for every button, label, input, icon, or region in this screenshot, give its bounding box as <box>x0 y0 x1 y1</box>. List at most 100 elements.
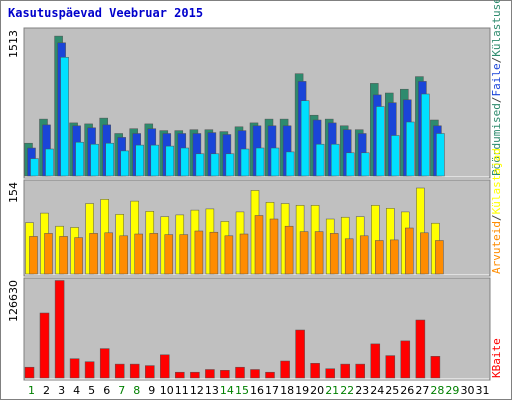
bottom-bar-kbaite-day-2 <box>39 312 50 379</box>
x-tick-label-day-20: 20 <box>310 384 324 397</box>
x-axis-labels: 1 2 3 4 5 6 7 8 9 10 11 12 13 14 15 16 17 18 19 20 21 22 23 24 2… <box>28 384 490 397</box>
top-bar-pöördumised-day-1 <box>30 158 39 177</box>
x-tick-label-day-21: 21 <box>325 384 339 397</box>
x-tick-label-day-15: 15 <box>235 384 249 397</box>
top-bar-pöördumised-day-25 <box>391 135 400 177</box>
x-tick-label-day-11: 11 <box>175 384 189 397</box>
bottom-bar-kbaite-day-22 <box>340 363 350 379</box>
middle-bar-arvuteid-day-5 <box>89 233 98 275</box>
bottom-bar-kbaite-day-25 <box>385 355 396 379</box>
top-bar-pöördumised-day-18 <box>285 151 295 177</box>
x-tick-label-day-8: 8 <box>133 384 140 397</box>
bottom-bar-kbaite-day-8 <box>129 363 140 379</box>
middle-bar-arvuteid-day-9 <box>149 233 159 275</box>
bottom-bar-kbaite-day-13 <box>205 369 215 379</box>
x-tick-label-day-4: 4 <box>73 384 80 397</box>
bottom-bar-kbaite-day-3 <box>54 280 65 379</box>
bottom-bar-kbaite-day-6 <box>99 348 110 379</box>
middle-bar-arvuteid-day-6 <box>104 232 113 275</box>
middle-bar-arvuteid-day-23 <box>359 235 369 275</box>
top-bar-pöördumised-day-23 <box>360 152 370 177</box>
x-tick-label-day-1: 1 <box>28 384 35 397</box>
top-bar-pöördumised-day-21 <box>330 143 340 177</box>
middle-bar-arvuteid-day-22 <box>344 238 354 275</box>
middle-legend: Arvuteid/Külastajad <box>490 148 503 274</box>
top-bar-pöördumised-day-17 <box>270 147 280 177</box>
middle-bar-arvuteid-day-27 <box>420 232 429 275</box>
top-bar-pöördumised-day-24 <box>376 106 385 177</box>
bottom-ymax-label: 126630 <box>7 280 20 322</box>
chart-title: Kasutuspäevad Veebruar 2015 <box>8 6 203 20</box>
top-legend-item-2: Faile <box>490 63 503 96</box>
top-bar-pöördumised-day-5 <box>90 143 99 177</box>
bottom-bar-kbaite-day-7 <box>114 363 125 379</box>
x-tick-label-day-31: 31 <box>476 384 490 397</box>
middle-panel: 154 <box>7 179 491 277</box>
x-tick-label-day-17: 17 <box>265 384 279 397</box>
bottom-bar-kbaite-day-18 <box>280 360 290 379</box>
middle-bar-arvuteid-day-28 <box>435 240 444 275</box>
top-bar-pöördumised-day-19 <box>300 100 310 177</box>
top-legend-item-1: / <box>490 97 503 104</box>
x-tick-label-day-30: 30 <box>461 384 475 397</box>
bottom-bar-kbaite-day-1 <box>24 366 35 379</box>
top-bar-pöördumised-day-13 <box>210 153 220 177</box>
middle-legend-item-1: / <box>490 214 503 221</box>
x-tick-label-day-25: 25 <box>385 384 399 397</box>
top-bar-pöördumised-day-16 <box>255 147 265 177</box>
top-bar-pöördumised-day-27 <box>421 93 430 177</box>
middle-bar-arvuteid-day-15 <box>239 233 249 275</box>
x-tick-label-day-16: 16 <box>250 384 264 397</box>
bottom-bar-kbaite-day-23 <box>355 363 365 379</box>
x-tick-label-day-14: 14 <box>220 384 234 397</box>
x-tick-label-day-22: 22 <box>340 384 354 397</box>
bottom-bar-kbaite-day-14 <box>220 370 230 379</box>
middle-ymax-label: 154 <box>7 182 20 203</box>
top-panel: 1513 <box>7 27 491 179</box>
bottom-legend: KBaite <box>490 338 503 378</box>
middle-bar-arvuteid-day-16 <box>254 215 264 275</box>
bottom-bar-kbaite-day-15 <box>235 366 245 379</box>
bottom-legend-item-0: KBaite <box>490 338 503 378</box>
bottom-bar-kbaite-day-11 <box>175 371 185 379</box>
bottom-bar-kbaite-day-24 <box>370 343 381 379</box>
middle-bar-arvuteid-day-21 <box>329 233 339 275</box>
bottom-bar-kbaite-day-12 <box>190 371 200 379</box>
top-bar-pöördumised-day-7 <box>120 150 129 177</box>
chart-legends: Pöördumised/Faile/KülastusedArvuteid/Kül… <box>490 0 503 378</box>
bottom-bar-kbaite-day-26 <box>400 340 411 379</box>
x-tick-label-day-19: 19 <box>295 384 309 397</box>
top-bar-pöördumised-day-26 <box>406 121 415 177</box>
top-bar-pöördumised-day-22 <box>345 152 355 177</box>
x-tick-label-day-27: 27 <box>415 384 429 397</box>
middle-bar-arvuteid-day-26 <box>405 227 414 275</box>
bottom-bar-kbaite-day-9 <box>145 365 155 379</box>
x-tick-label-day-13: 13 <box>205 384 219 397</box>
middle-bar-arvuteid-day-24 <box>375 240 384 275</box>
top-legend-item-3: / <box>490 57 503 64</box>
bottom-bar-kbaite-day-19 <box>295 329 305 379</box>
middle-bar-arvuteid-day-10 <box>164 234 174 275</box>
bottom-bar-kbaite-day-28 <box>430 356 441 379</box>
middle-bar-arvuteid-day-8 <box>134 233 143 275</box>
middle-legend-item-0: Arvuteid <box>490 221 503 274</box>
top-bar-pöördumised-day-3 <box>60 57 69 177</box>
x-tick-label-day-7: 7 <box>118 384 125 397</box>
top-bar-pöördumised-day-6 <box>105 142 114 177</box>
bottom-bar-kbaite-day-21 <box>325 368 335 379</box>
top-bar-pöördumised-day-28 <box>436 133 445 177</box>
middle-bar-arvuteid-day-3 <box>59 236 68 275</box>
top-bar-pöördumised-day-9 <box>150 144 160 177</box>
bottom-bar-kbaite-day-16 <box>250 369 260 379</box>
top-bar-pöördumised-day-11 <box>180 147 190 177</box>
x-tick-label-day-9: 9 <box>148 384 155 397</box>
middle-bar-arvuteid-day-7 <box>119 235 128 275</box>
middle-bar-arvuteid-day-13 <box>209 231 219 275</box>
middle-bar-arvuteid-day-4 <box>74 237 83 275</box>
top-bar-pöördumised-day-12 <box>195 153 205 177</box>
top-legend-item-4: Külastused <box>490 0 503 57</box>
x-tick-label-day-2: 2 <box>43 384 50 397</box>
chart-panels: 1513 154 126630 <box>7 27 491 381</box>
top-bar-pöördumised-day-15 <box>240 148 250 177</box>
top-legend: Pöördumised/Faile/Külastused <box>490 0 503 176</box>
